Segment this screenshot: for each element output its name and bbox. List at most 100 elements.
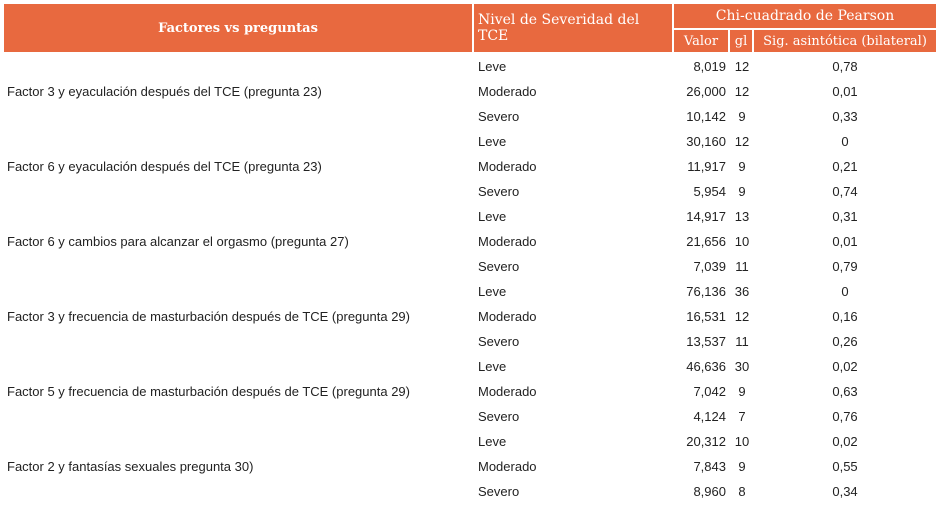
valor-cell: 8,019 [693,59,726,74]
sig-cell: 0,76 [832,409,858,424]
header-factores: Factores vs preguntas [4,4,474,54]
valor-cell: 30,160 [686,134,726,149]
factor-cell: Factor 3 y frecuencia de masturbación de… [7,309,410,324]
header-sig: Sig. asintótica (bilateral) [754,30,937,54]
table-row: Factor 3 y eyaculación después del TCE (… [4,54,936,99]
nivel-cell: Leve [478,284,507,299]
valor-cell: 8,960 [693,484,726,499]
gl-cell: 12 [734,59,750,74]
valor-cell: 21,656 [686,234,726,249]
sig-cell: 0,01 [832,84,858,99]
nivel-cell: Moderado [478,459,537,474]
table-row: Severo 13,537 11 0,26 [4,329,936,354]
sig-cell: 0,55 [832,459,858,474]
table-row: Moderado 11,917 9 0,21 [4,154,936,179]
table-row: Factor 5 y frecuencia de masturbación de… [4,354,936,399]
sig-cell: 0 [841,284,849,299]
nivel-cell: Leve [478,59,507,74]
valor-cell: 26,000 [686,84,726,99]
gl-cell: 8 [738,484,746,499]
gl-cell: 13 [734,209,750,224]
header-gl: gl [730,30,754,54]
sig-cell: 0,63 [832,384,858,399]
nivel-cell: Moderado [478,159,537,174]
nivel-cell: Moderado [478,309,537,324]
sig-cell: 0,16 [832,309,858,324]
sig-cell: 0,31 [832,209,858,224]
valor-cell: 5,954 [693,184,726,199]
valor-cell: 4,124 [693,409,726,424]
results-table-container: Factores vs preguntas Nivel de Severidad… [4,4,937,504]
table-row: Moderado 7,843 9 0,55 [4,454,936,479]
gl-cell: 10 [734,234,750,249]
factor-cell: Factor 5 y frecuencia de masturbación de… [7,384,410,399]
sig-cell: 0,21 [832,159,858,174]
valor-cell: 7,843 [693,459,726,474]
table-row: Severo 7,039 11 0,79 [4,254,936,279]
gl-cell: 9 [738,109,746,124]
nivel-cell: Leve [478,209,507,224]
table-row: Factor 2 y fantasías sexuales pregunta 3… [4,429,936,474]
header-valor: Valor [674,30,730,54]
nivel-cell: Leve [478,134,507,149]
table-header: Factores vs preguntas Nivel de Severidad… [4,4,937,54]
gl-cell: 9 [738,159,746,174]
nivel-cell: Moderado [478,84,537,99]
table-row: Factor 6 y cambios para alcanzar el orga… [4,204,936,249]
gl-cell: 9 [738,384,746,399]
sig-cell: 0,02 [832,434,858,449]
gl-cell: 11 [735,334,749,349]
valor-cell: 46,636 [686,359,726,374]
table-row: Severo 5,954 9 0,74 [4,179,936,204]
valor-cell: 7,042 [693,384,726,399]
gl-cell: 7 [738,409,746,424]
gl-cell: 36 [734,284,750,299]
valor-cell: 10,142 [686,109,726,124]
gl-cell: 30 [734,359,750,374]
gl-cell: 10 [734,434,750,449]
valor-cell: 16,531 [686,309,726,324]
table-row: Severo 4,124 7 0,76 [4,404,936,429]
valor-cell: 11,917 [687,159,726,174]
factor-cell: Factor 2 y fantasías sexuales pregunta 3… [7,459,254,474]
sig-cell: 0,33 [832,109,858,124]
valor-cell: 13,537 [686,334,726,349]
factor-cell: Factor 3 y eyaculación después del TCE (… [7,84,322,99]
sig-cell: 0,79 [832,259,858,274]
chi-square-table: Factores vs preguntas Nivel de Severidad… [4,4,937,504]
nivel-cell: Severo [478,184,520,199]
gl-cell: 9 [738,459,746,474]
nivel-cell: Severo [478,109,520,124]
header-chi-cuadrado: Chi-cuadrado de Pearson [674,4,937,30]
factor-cell: Factor 6 y cambios para alcanzar el orga… [7,234,349,249]
valor-cell: 76,136 [686,284,726,299]
gl-cell: 12 [734,84,750,99]
table-row: Moderado 21,656 10 0,01 [4,229,936,254]
gl-cell: 11 [735,259,749,274]
table-row: Factor 3 y frecuencia de masturbación de… [4,279,936,324]
valor-cell: 7,039 [693,259,726,274]
nivel-cell: Severo [478,334,520,349]
table-row: Severo 8,960 8 0,34 [4,479,936,504]
sig-cell: 0,02 [832,359,858,374]
sig-cell: 0,74 [832,184,858,199]
sig-cell: 0,01 [832,234,858,249]
valor-cell: 20,312 [686,434,726,449]
sig-cell: 0,34 [832,484,858,499]
sig-cell: 0,26 [832,334,858,349]
nivel-cell: Severo [478,409,520,424]
nivel-cell: Moderado [478,234,537,249]
table-row: Severo 10,142 9 0,33 [4,104,936,129]
nivel-cell: Severo [478,259,520,274]
table-row: Moderado 16,531 12 0,16 [4,304,936,329]
gl-cell: 9 [738,184,746,199]
sig-cell: 0 [841,134,849,149]
nivel-cell: Leve [478,359,507,374]
valor-cell: 14,917 [686,209,726,224]
nivel-cell: Severo [478,484,520,499]
header-nivel: Nivel de Severidad del TCE [474,4,674,54]
table-row: Moderado 7,042 9 0,63 [4,379,936,404]
table-body: Factor 3 y eyaculación después del TCE (… [4,54,936,504]
nivel-cell: Leve [478,434,507,449]
sig-cell: 0,78 [832,59,858,74]
